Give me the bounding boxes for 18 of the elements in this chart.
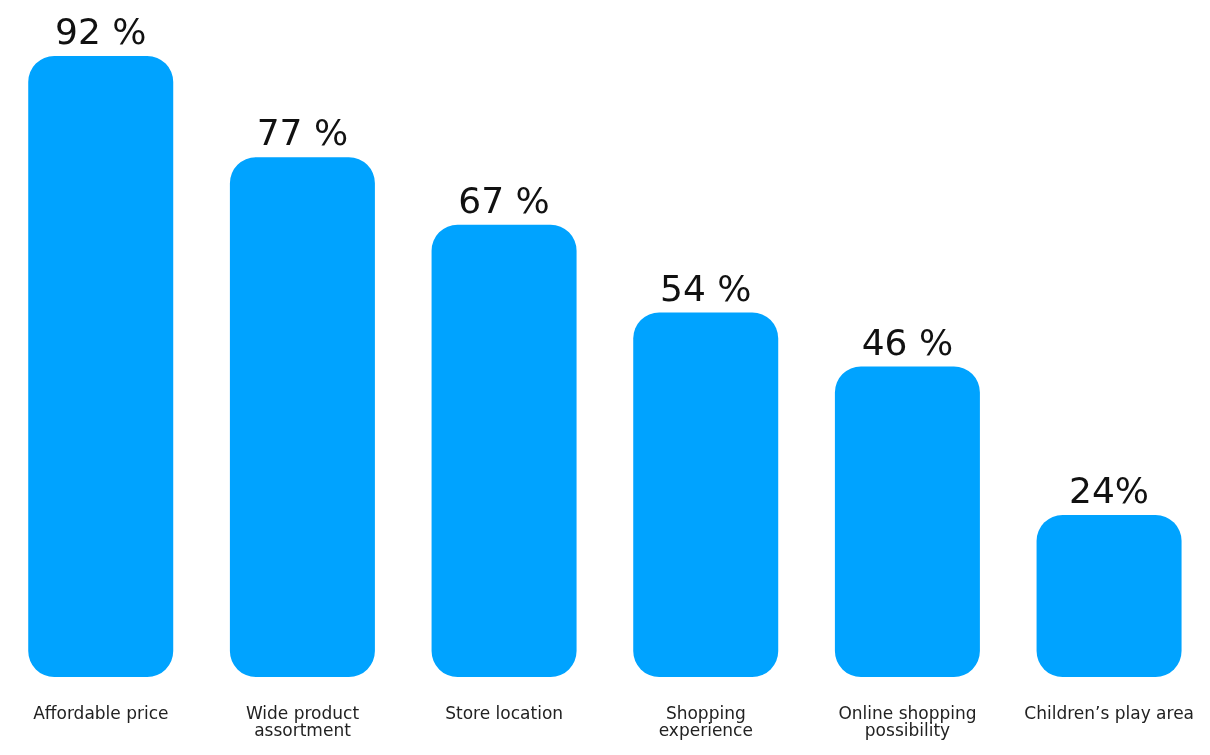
bar: [431, 224, 577, 677]
x-tick-label: Affordable price: [33, 703, 169, 724]
x-tick-label: Store location: [445, 703, 564, 724]
data-label: 67 %: [458, 179, 550, 221]
bar: [1036, 515, 1182, 677]
x-tick-label: Online shopping possibility: [838, 703, 977, 741]
data-label: 77 %: [256, 112, 349, 154]
data-label: 92 %: [55, 11, 147, 52]
bar: [834, 366, 980, 677]
x-tick-label: Wide product assortment: [245, 703, 360, 741]
data-label: 54 %: [660, 267, 752, 309]
data-label: 24%: [1069, 470, 1150, 511]
x-tick-label: Shopping experience: [658, 703, 753, 741]
data-label: 46 %: [861, 321, 954, 363]
bar: [633, 312, 779, 677]
x-tick-label: Children’s play area: [1024, 703, 1195, 724]
bar: [229, 157, 375, 677]
bar: [28, 56, 174, 677]
